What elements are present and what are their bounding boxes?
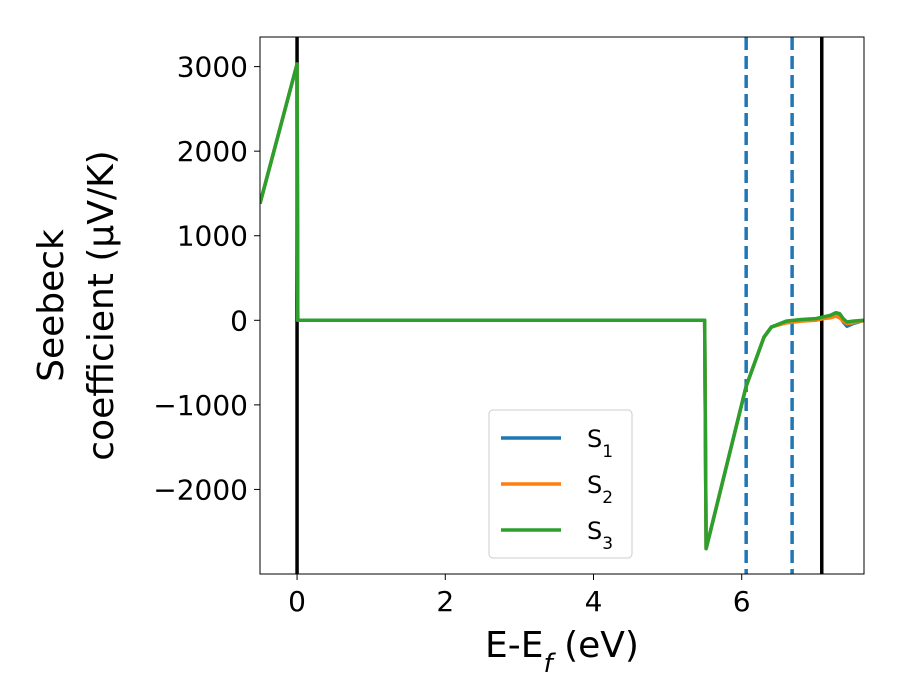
y-tick-label: 3000 xyxy=(177,51,248,84)
x-axis-label: E-Ef (eV) xyxy=(485,625,639,679)
series-line-s3 xyxy=(260,62,864,551)
legend-label-s3: S3 xyxy=(587,517,613,554)
y-axis-label: Seebeck coefficient (μV/K) xyxy=(31,150,122,460)
y-tick-label: −1000 xyxy=(153,389,248,422)
y-tick-label: 0 xyxy=(230,304,248,337)
series-lines xyxy=(260,62,864,551)
y-tick-label: −2000 xyxy=(153,473,248,506)
legend: S1 S2 S3 xyxy=(488,409,633,559)
y-axis-label-line1: Seebeck xyxy=(31,229,72,382)
x-tick-label: 0 xyxy=(288,585,306,618)
y-tick-label: 2000 xyxy=(177,135,248,168)
legend-label-s1: S1 xyxy=(587,425,613,462)
axis-ticks: 0 2 4 6 3000 2000 1000 0 −1000 −2000 xyxy=(153,51,750,618)
legend-label-s2: S2 xyxy=(587,471,613,508)
x-tick-label: 6 xyxy=(733,585,751,618)
y-axis-label-line2: coefficient (μV/K) xyxy=(81,150,122,460)
plot-frame xyxy=(259,36,865,575)
y-tick-label: 1000 xyxy=(177,220,248,253)
x-tick-label: 2 xyxy=(436,585,454,618)
x-tick-label: 4 xyxy=(585,585,603,618)
